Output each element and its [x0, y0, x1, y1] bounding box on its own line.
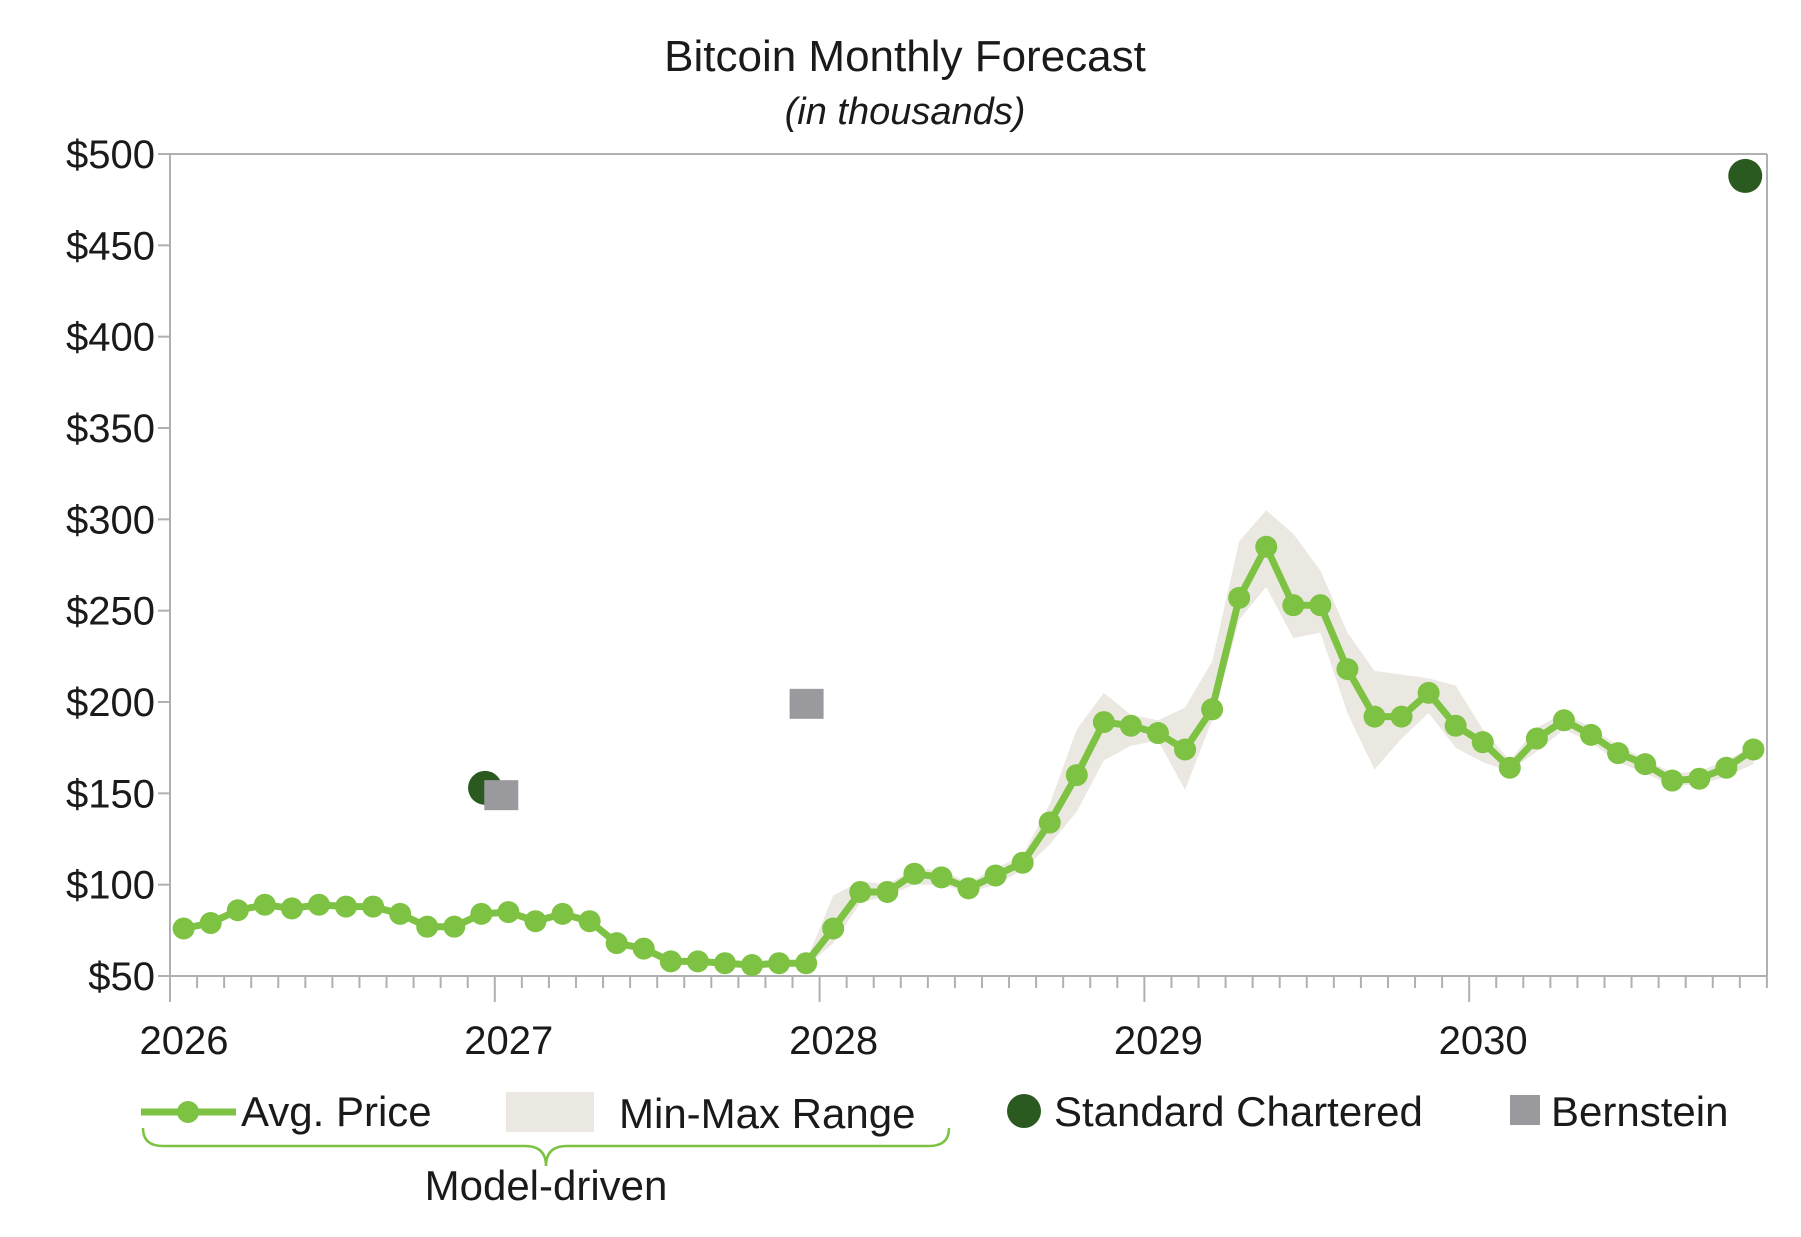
- legend-avg-label: Avg. Price: [241, 1088, 432, 1135]
- avg-price-point: [930, 866, 953, 889]
- x-tick-label: 2026: [140, 1019, 229, 1063]
- legend-range-label: Min-Max Range: [619, 1090, 915, 1137]
- avg-price-point: [1498, 756, 1521, 779]
- avg-price-point: [1661, 769, 1684, 792]
- avg-price-point: [362, 895, 385, 918]
- avg-price-point: [903, 862, 926, 885]
- y-tick-label: $350: [66, 407, 155, 451]
- avg-price-point: [1282, 594, 1305, 617]
- avg-price-point: [524, 910, 547, 933]
- avg-price-point: [1255, 535, 1278, 558]
- avg-price-point: [632, 937, 655, 960]
- standard-chartered-point: [1728, 158, 1763, 193]
- bernstein-series: [484, 688, 824, 811]
- y-tick-label: $400: [66, 316, 155, 360]
- avg-price-point: [1363, 705, 1386, 728]
- avg-price-point: [1471, 731, 1494, 754]
- legend-standard-chartered-marker: [1007, 1094, 1041, 1128]
- x-tick-label: 2028: [789, 1019, 878, 1063]
- avg-price-point: [659, 950, 682, 973]
- avg-price-point: [335, 895, 358, 918]
- avg-price-point: [984, 864, 1007, 887]
- avg-price-point: [551, 902, 574, 925]
- avg-price-point: [605, 932, 628, 955]
- avg-price-point: [1742, 738, 1765, 761]
- y-tick-label: $100: [66, 864, 155, 908]
- avg-price-point: [1119, 714, 1142, 737]
- x-tick-label: 2029: [1114, 1019, 1203, 1063]
- avg-price-point: [1607, 742, 1630, 765]
- avg-price-point: [226, 899, 249, 922]
- avg-price-point: [1417, 681, 1440, 704]
- avg-price-point: [876, 880, 899, 903]
- avg-price-point: [1634, 753, 1657, 776]
- avg-price-point: [849, 880, 872, 903]
- legend-model-driven-label: Model-driven: [425, 1162, 668, 1209]
- avg-price-line: [180, 543, 1757, 969]
- bernstein-point: [484, 780, 519, 811]
- avg-price-point: [1444, 714, 1467, 737]
- avg-price-point: [795, 952, 818, 975]
- bernstein-point: [789, 688, 824, 719]
- avg-price-point: [443, 915, 466, 938]
- avg-price-point: [470, 902, 493, 925]
- avg-price-point: [280, 897, 303, 920]
- y-tick-label: $250: [66, 590, 155, 634]
- chart-title: Bitcoin Monthly Forecast: [664, 32, 1146, 81]
- legend-bernstein-label: Bernstein: [1551, 1088, 1728, 1135]
- legend-avg-marker: [177, 1101, 199, 1123]
- avg-price-point: [1228, 586, 1251, 609]
- avg-price-point: [389, 902, 412, 925]
- avg-price-point: [416, 915, 439, 938]
- avg-price-point: [1065, 764, 1088, 787]
- y-tick-label: $150: [66, 772, 155, 816]
- chart-subtitle: (in thousands): [785, 91, 1026, 133]
- axes: [158, 153, 1768, 1002]
- y-tick-label: $300: [66, 498, 155, 542]
- legend-standard-chartered-label: Standard Chartered: [1054, 1088, 1423, 1135]
- avg-price-point: [1525, 727, 1548, 750]
- avg-price-point: [1011, 851, 1034, 874]
- avg-price-point: [1146, 722, 1169, 745]
- avg-price-point: [1580, 723, 1603, 746]
- avg-price-point: [768, 952, 791, 975]
- avg-price-point: [957, 877, 980, 900]
- avg-price-point: [1552, 709, 1575, 732]
- avg-price-point: [578, 910, 601, 933]
- legend-range-swatch: [506, 1092, 594, 1132]
- x-tick-label: 2027: [464, 1019, 553, 1063]
- avg-price-point: [1309, 594, 1332, 617]
- avg-price-point: [1038, 811, 1061, 834]
- legend: Avg. Price Min-Max Range Standard Charte…: [141, 1088, 1728, 1209]
- avg-price-point: [1201, 698, 1224, 721]
- avg-price-point: [1092, 711, 1115, 734]
- avg-price-point: [172, 917, 195, 940]
- avg-price-point: [713, 952, 736, 975]
- model-driven-bracket: [141, 1127, 951, 1167]
- avg-price-point: [741, 954, 764, 977]
- avg-price-series: [172, 535, 1765, 977]
- avg-price-point: [199, 912, 222, 935]
- y-axis-tick-labels: $50 $100 $150 $200 $250 $300 $350 $400 $450 $500: [66, 133, 155, 999]
- y-tick-label: $500: [66, 133, 155, 177]
- avg-price-point: [1715, 756, 1738, 779]
- x-tick-label: 2030: [1439, 1019, 1528, 1063]
- y-tick-label: $450: [66, 224, 155, 268]
- avg-price-point: [1174, 738, 1197, 761]
- y-tick-label: $50: [88, 955, 155, 999]
- legend-bernstein-marker: [1510, 1095, 1540, 1125]
- y-tick-label: $200: [66, 681, 155, 725]
- avg-price-point: [253, 893, 276, 916]
- avg-price-point: [822, 917, 845, 940]
- avg-price-point: [1688, 767, 1711, 790]
- avg-price-point: [497, 901, 520, 924]
- avg-price-point: [686, 950, 709, 973]
- avg-price-point: [1390, 705, 1413, 728]
- avg-price-point: [307, 893, 330, 916]
- x-axis-tick-labels: 2026 2027 2028 2029 2030: [140, 1019, 1528, 1063]
- avg-price-point: [1336, 658, 1359, 681]
